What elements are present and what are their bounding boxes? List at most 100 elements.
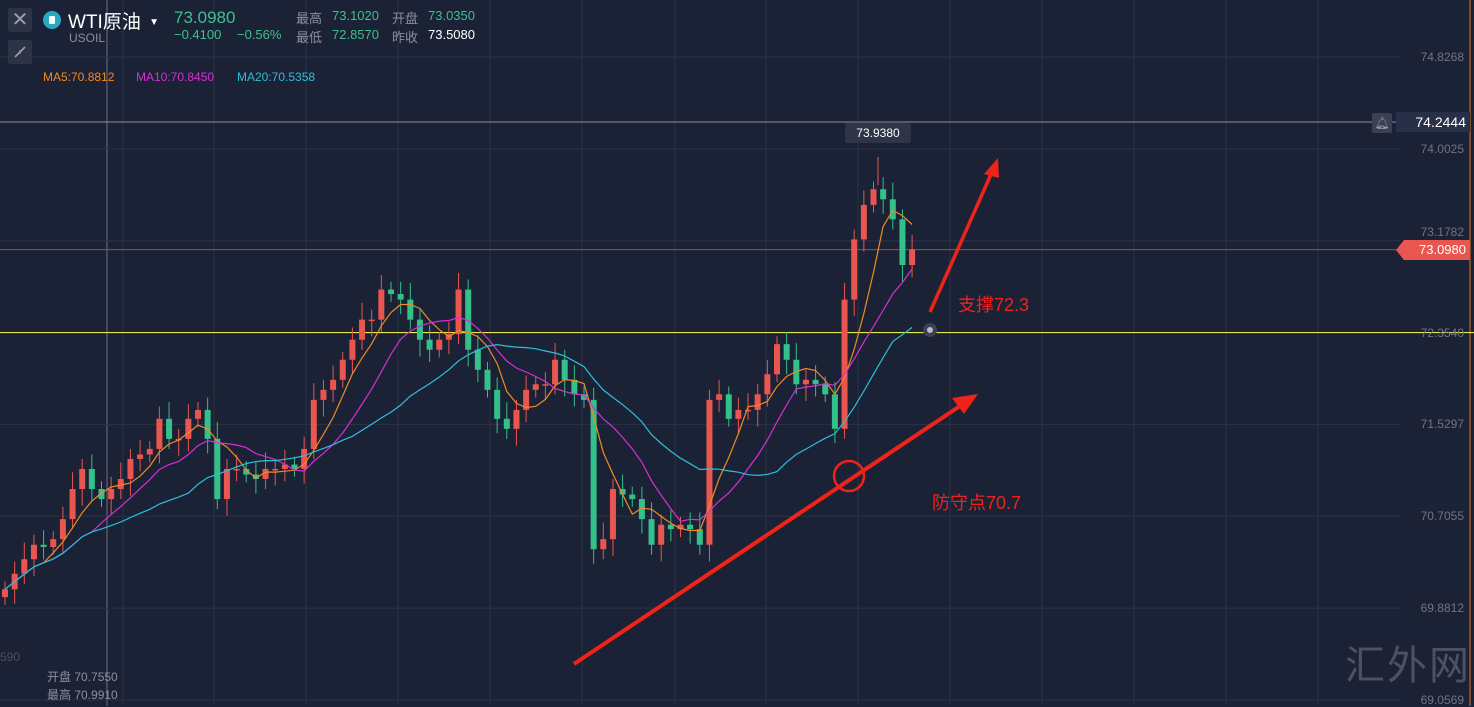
candle-body: [407, 299, 414, 320]
candle-body: [368, 319, 375, 322]
candle-body: [214, 438, 221, 500]
candle-body: [802, 379, 809, 385]
candle-body: [600, 539, 607, 550]
candle-body: [590, 399, 597, 550]
candle-body: [716, 394, 723, 400]
candle-body: [581, 394, 587, 400]
close-button[interactable]: ✕: [8, 8, 32, 32]
candle-body: [108, 489, 115, 500]
alert-price-label: 74.2444: [1396, 112, 1470, 132]
symbol-selector[interactable]: WTI原油 ▼: [68, 7, 159, 34]
candle-body: [754, 394, 761, 410]
candle-body: [851, 239, 858, 300]
candle-body: [79, 468, 86, 490]
ma5-legend: MA5:70.8812: [43, 70, 115, 84]
ma20-legend: MA20:70.5358: [237, 70, 316, 84]
candle-body: [436, 339, 443, 350]
candle-body: [310, 399, 317, 449]
up-arrow-line: [928, 171, 994, 313]
candle-body: [117, 479, 124, 490]
candle-body: [523, 389, 530, 410]
high-value: 73.1020: [332, 8, 379, 23]
cursor-high: 最高 70.9910: [47, 688, 118, 702]
symbol-code: USOIL: [69, 31, 106, 45]
candle-body: [513, 409, 520, 429]
candle-body: [764, 374, 771, 395]
candle-body: [339, 359, 346, 380]
ma10-line: [4, 268, 913, 590]
price-change-pct: −0.56%: [237, 27, 282, 42]
candle-body: [59, 519, 66, 540]
prev-close-label: 昨收: [392, 30, 419, 45]
candle-body: [831, 394, 838, 429]
y-tick-label: 73.1782: [1420, 224, 1464, 239]
candle-body: [735, 409, 742, 419]
candle-body: [146, 448, 153, 455]
prev-close-value: 73.5080: [428, 27, 475, 42]
candle-body: [50, 539, 57, 547]
candle-body: [416, 319, 423, 340]
candle-body: [98, 489, 105, 500]
candle-body: [474, 349, 481, 370]
candle-body: [320, 389, 327, 400]
candle-body: [484, 369, 491, 390]
candle-body: [397, 294, 404, 300]
candle-body: [609, 489, 616, 540]
y-tick-label: 69.0569: [1420, 693, 1464, 707]
chevron-down-icon: ▼: [149, 17, 160, 29]
candle-body: [301, 448, 308, 469]
defense-circle: [832, 459, 866, 493]
symbol-name: WTI原油: [68, 12, 141, 33]
support-annotation: 支撑72.3: [958, 295, 1030, 315]
candle-body: [252, 474, 259, 480]
candle-body: [774, 344, 780, 375]
candle-body: [359, 319, 366, 340]
bell-icon: 🔔︎: [1374, 116, 1390, 130]
candle-body: [899, 219, 906, 266]
candle-body: [619, 489, 626, 495]
candle-body: [648, 519, 655, 545]
open-value: 73.0350: [428, 8, 475, 23]
current-price-pointer: [1396, 240, 1404, 260]
symbol-logo-icon: [43, 11, 61, 29]
candle-body: [388, 289, 394, 295]
candle-body: [281, 464, 288, 469]
defense-annotation: 防守点70.7: [932, 493, 1022, 513]
candle-body: [677, 524, 684, 530]
axis-fragment: 590: [0, 650, 21, 664]
alert-button[interactable]: 🔔︎: [1372, 113, 1392, 133]
candle-body: [233, 468, 240, 471]
candle-body: [687, 524, 694, 530]
candle-body: [272, 468, 279, 471]
last-price: 73.0980: [174, 8, 236, 27]
high-label: 最高: [296, 11, 323, 26]
candle-body: [571, 379, 578, 395]
collapse-icon: [14, 46, 26, 58]
candle-body: [706, 399, 713, 545]
candle-body: [455, 289, 462, 335]
candle-body: [494, 389, 501, 419]
candle-body: [223, 468, 230, 500]
candle-body: [503, 418, 510, 429]
close-icon: ✕: [11, 9, 29, 31]
candle-body: [127, 458, 134, 480]
candle-body: [426, 339, 433, 350]
cursor-open: 开盘 70.7550: [47, 670, 118, 684]
y-tick-label: 74.8268: [1420, 50, 1464, 64]
candle-body: [860, 204, 867, 240]
y-tick-label: 72.3540: [1420, 325, 1464, 340]
candle-body: [243, 468, 250, 475]
candle-body: [166, 418, 173, 439]
collapse-button[interactable]: [8, 40, 32, 64]
candle-body: [88, 468, 95, 490]
candle-body: [638, 499, 645, 520]
candle-body: [880, 189, 887, 200]
candle-body: [291, 464, 298, 469]
candle-body: [532, 384, 539, 390]
candle-body: [841, 299, 848, 429]
candle-body: [378, 289, 385, 320]
ma5-line: [4, 209, 913, 590]
trend-arrow-head: [952, 394, 978, 414]
current-price-label: 73.0980: [1404, 240, 1470, 260]
